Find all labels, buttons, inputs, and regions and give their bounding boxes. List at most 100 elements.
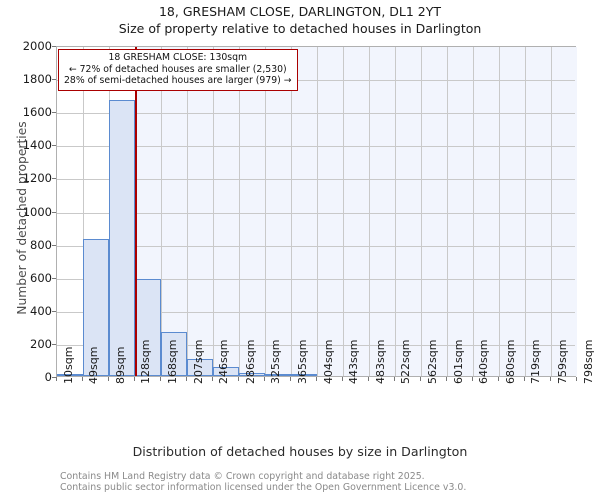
gridline-x [187,47,188,376]
x-tick-label: 798sqm [581,339,595,384]
histogram-bar [83,238,109,376]
histogram-bar [161,332,187,376]
y-tick-label: 1800 [22,72,52,87]
x-tick-mark [186,377,187,381]
x-tick-label: 207sqm [191,339,205,384]
gridline-y [57,311,575,313]
x-tick-label: 10sqm [61,346,75,384]
y-tick-mark [52,343,56,345]
x-tick-mark [523,377,525,381]
x-tick-mark [211,377,213,381]
histogram-bar [109,100,135,376]
annotation-line-3: 28% of semi-detached houses are larger (… [64,75,292,87]
x-tick-mark [108,377,110,381]
gridline-y [57,146,575,148]
x-tick-label: 719sqm [529,339,543,384]
plot-right-shading [136,47,577,376]
gridline-y [57,212,575,214]
x-tick-label: 246sqm [217,339,231,384]
gridline-x [499,47,500,376]
chart-title-subtitle: Size of property relative to detached ho… [118,21,482,36]
histogram-bar [57,373,83,376]
y-tick-mark [52,145,56,147]
y-tick-mark [52,178,56,180]
y-tick-label: 400 [30,303,52,318]
gridline-x [83,47,84,376]
chart-title-primary: 18, GRESHAM CLOSE, DARLINGTON, DL1 2YT [158,4,442,19]
y-tick-mark [52,310,56,312]
x-tick-mark [56,377,57,381]
x-tick-mark [263,377,265,381]
x-tick-mark [133,377,135,381]
x-tick-mark [368,377,370,381]
x-tick-label: 483sqm [373,339,387,384]
y-tick-label: 2000 [22,39,52,53]
gridline-x [343,47,344,376]
y-tick-label: 1600 [22,105,52,120]
y-tick-mark [52,277,56,279]
x-tick-mark [393,377,395,381]
x-tick-label: 601sqm [451,339,465,384]
y-tick-label: 800 [30,237,52,252]
property-annotation-box: 18 GRESHAM CLOSE: 130sqm ← 72% of detach… [58,49,298,91]
gridline-y [57,113,575,115]
y-tick-mark [52,244,56,246]
gridline-x [317,47,318,376]
y-tick-label: 0 [44,370,52,384]
gridline-x [525,47,526,376]
y-tick-label: 1200 [22,171,52,186]
x-tick-mark [471,377,473,381]
x-tick-mark [160,377,162,381]
gridline-x [447,47,448,376]
gridline-x [265,47,266,376]
x-tick-label: 128sqm [139,339,153,384]
gridline-x [395,47,396,376]
gridline-y [57,278,575,280]
x-tick-mark [576,377,577,381]
y-axis-title: Number of detached properties [15,121,29,315]
property-marker-line [135,47,138,376]
chart-title-block: 18, GRESHAM CLOSE, DARLINGTON, DL1 2YT S… [0,3,600,37]
gridline-y [57,344,575,346]
x-tick-label: 522sqm [399,339,413,384]
x-tick-label: 286sqm [243,339,257,384]
histogram-bar [187,359,213,376]
histogram-bar [265,374,291,376]
histogram-bar [239,372,265,376]
x-tick-label: 759sqm [555,339,569,384]
chart-footer: Contains HM Land Registry data © Crown c… [60,471,580,494]
y-tick-mark [52,79,56,81]
x-tick-label: 49sqm [87,346,101,384]
gridline-y [57,179,575,181]
x-tick-label: 680sqm [503,339,517,384]
y-axis-tick-labels: 0 200 400 600 800 1000 1200 1400 1600 1800 2000 [0,0,56,500]
footer-line-2: Contains public sector information licen… [60,482,467,494]
x-axis-title: Distribution of detached houses by size … [132,444,468,459]
gridline-x [239,47,240,376]
y-tick-mark [52,46,56,47]
x-tick-mark [290,377,292,381]
gridline-x [161,47,162,376]
x-tick-label: 325sqm [269,339,283,384]
gridline-x [213,47,214,376]
y-tick-label: 600 [30,270,52,285]
y-tick-label: 1400 [22,138,52,153]
y-tick-mark [52,377,56,378]
x-tick-mark [446,377,447,381]
x-tick-label: 443sqm [347,339,361,384]
gridline-x [551,47,552,376]
gridline-y [57,80,575,82]
plot-area [56,46,577,377]
x-tick-mark [420,377,422,381]
annotation-line-2: ← 72% of detached houses are smaller (2,… [68,63,287,75]
x-tick-label: 562sqm [425,339,439,384]
x-tick-label: 89sqm [113,346,127,384]
x-tick-mark [316,377,317,381]
x-tick-label: 168sqm [165,339,179,384]
gridline-x [473,47,474,376]
annotation-line-1: 18 GRESHAM CLOSE: 130sqm [108,52,248,63]
x-tick-mark [81,377,83,381]
y-tick-mark [52,112,56,114]
histogram-bar [213,366,239,376]
